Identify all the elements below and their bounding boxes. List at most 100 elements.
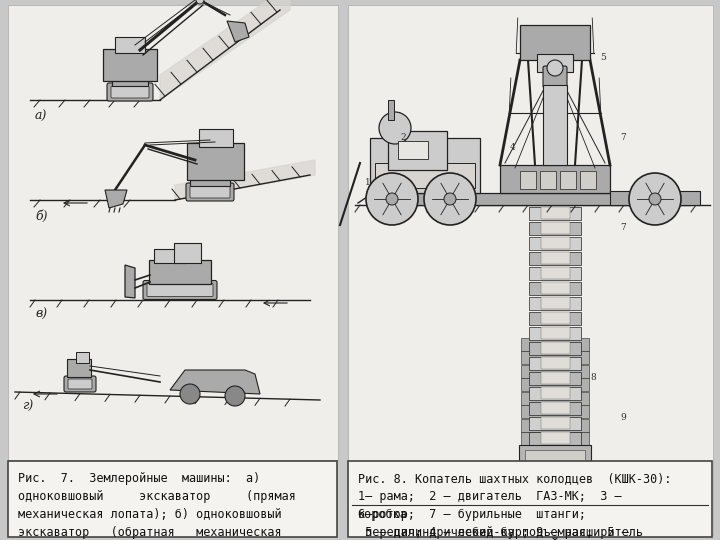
FancyBboxPatch shape xyxy=(348,461,712,537)
Bar xyxy=(375,163,475,188)
Text: 4: 4 xyxy=(510,143,516,152)
Bar xyxy=(521,432,589,445)
Bar xyxy=(541,357,570,369)
Bar xyxy=(519,445,591,490)
Text: а): а) xyxy=(35,110,48,123)
FancyBboxPatch shape xyxy=(199,129,233,147)
Bar xyxy=(541,296,570,309)
Circle shape xyxy=(196,0,204,4)
Bar xyxy=(529,297,581,310)
Bar xyxy=(560,171,576,189)
Text: 6—ротор;  7 — бурильные  штанги;
 5 — цилиндрический бур; 9 — расширитель: 6—ротор; 7 — бурильные штанги; 5 — цилин… xyxy=(358,508,643,539)
Polygon shape xyxy=(125,265,135,298)
Bar xyxy=(541,342,570,354)
FancyBboxPatch shape xyxy=(68,379,92,389)
Bar xyxy=(529,342,581,355)
Bar xyxy=(370,138,480,193)
Bar xyxy=(521,378,589,391)
Bar xyxy=(529,237,581,250)
Bar xyxy=(529,357,581,370)
Text: Рис.  7.  Землеройные  машины:  а)
одноковшовый     экскаватор     (прямая
механ: Рис. 7. Землеройные машины: а) одноковшо… xyxy=(18,472,296,540)
FancyBboxPatch shape xyxy=(149,260,211,284)
Bar xyxy=(521,392,589,404)
Bar xyxy=(348,5,713,535)
Bar xyxy=(541,267,570,279)
Bar xyxy=(529,222,581,235)
Text: Рис. 8. Копатель шахтных колодцев  (КШК-30):
1— рама;  2 — двигатель  ГАЗ-МК;  3: Рис. 8. Копатель шахтных колодцев (КШК-3… xyxy=(358,472,672,540)
Bar xyxy=(525,450,585,485)
Circle shape xyxy=(225,386,245,406)
FancyBboxPatch shape xyxy=(388,131,447,170)
FancyBboxPatch shape xyxy=(147,284,213,296)
Bar xyxy=(529,402,581,415)
FancyBboxPatch shape xyxy=(103,49,157,81)
FancyBboxPatch shape xyxy=(174,243,201,263)
Text: 5: 5 xyxy=(600,53,606,62)
FancyBboxPatch shape xyxy=(154,249,186,263)
Bar xyxy=(390,193,690,205)
Circle shape xyxy=(444,193,456,205)
Text: 2: 2 xyxy=(400,133,405,142)
Text: 9: 9 xyxy=(620,413,626,422)
Bar xyxy=(541,312,570,324)
Bar xyxy=(529,432,581,445)
Bar xyxy=(537,54,573,72)
Bar xyxy=(521,351,589,364)
Bar xyxy=(529,417,581,430)
Circle shape xyxy=(649,193,661,205)
FancyBboxPatch shape xyxy=(107,83,153,101)
FancyBboxPatch shape xyxy=(190,186,230,198)
Polygon shape xyxy=(175,160,315,200)
Bar xyxy=(541,431,570,444)
Bar xyxy=(541,387,570,399)
Text: в): в) xyxy=(35,308,47,321)
Bar xyxy=(610,191,700,205)
Polygon shape xyxy=(227,21,249,42)
Bar xyxy=(500,165,610,193)
Text: б): б) xyxy=(35,210,48,223)
FancyBboxPatch shape xyxy=(8,461,337,537)
Text: 7: 7 xyxy=(620,133,626,142)
FancyBboxPatch shape xyxy=(115,37,145,53)
Circle shape xyxy=(366,173,418,225)
Bar xyxy=(521,405,589,418)
Bar xyxy=(529,207,581,220)
Polygon shape xyxy=(170,370,260,394)
FancyBboxPatch shape xyxy=(111,86,149,98)
Bar xyxy=(521,364,589,377)
Bar xyxy=(541,252,570,264)
Bar xyxy=(541,282,570,294)
Bar xyxy=(8,5,338,460)
Bar xyxy=(520,171,536,189)
Bar xyxy=(529,372,581,385)
Polygon shape xyxy=(519,490,591,520)
Bar xyxy=(543,85,567,165)
Circle shape xyxy=(386,193,398,205)
Bar xyxy=(190,177,230,186)
Circle shape xyxy=(629,173,681,225)
Bar xyxy=(521,418,589,431)
Bar xyxy=(541,417,570,429)
Bar xyxy=(529,327,581,340)
Circle shape xyxy=(180,384,200,404)
FancyBboxPatch shape xyxy=(187,143,244,180)
Bar xyxy=(529,387,581,400)
Bar xyxy=(529,267,581,280)
FancyBboxPatch shape xyxy=(67,359,91,377)
Polygon shape xyxy=(535,520,575,540)
FancyBboxPatch shape xyxy=(76,352,89,362)
Bar xyxy=(580,171,596,189)
Bar xyxy=(112,78,148,86)
Circle shape xyxy=(424,173,476,225)
Bar xyxy=(388,100,394,120)
FancyBboxPatch shape xyxy=(64,376,96,392)
Circle shape xyxy=(547,60,563,76)
Bar xyxy=(540,171,556,189)
Polygon shape xyxy=(105,190,127,208)
FancyBboxPatch shape xyxy=(143,280,217,300)
Bar xyxy=(529,312,581,325)
Bar xyxy=(521,338,589,350)
Text: 8: 8 xyxy=(590,373,595,382)
Text: 1: 1 xyxy=(365,178,371,187)
Bar xyxy=(541,372,570,384)
